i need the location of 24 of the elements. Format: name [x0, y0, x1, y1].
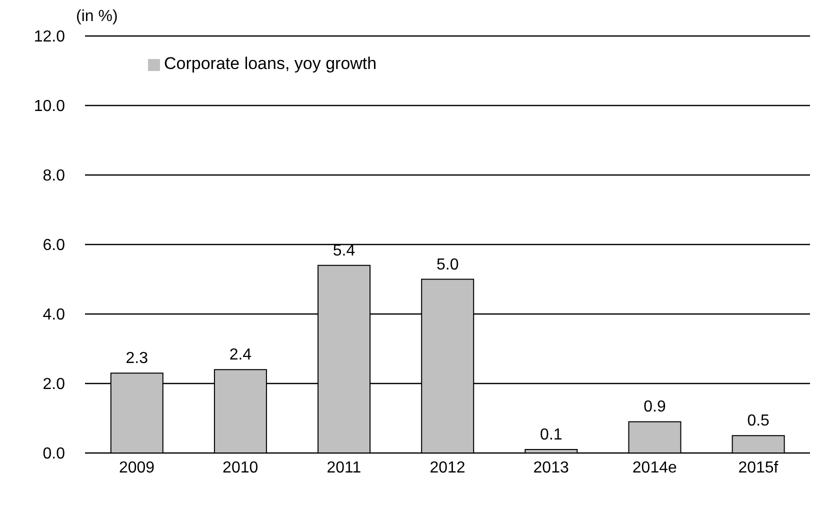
data-label: 2.4: [229, 346, 252, 364]
bar: [628, 421, 682, 453]
y-axis-title: (in %): [76, 8, 118, 26]
x-tick-label: 2010: [222, 459, 258, 476]
x-tick-label: 2013: [533, 459, 569, 476]
y-tick-label: 2.0: [42, 376, 66, 394]
x-tick-label: 2015f: [738, 459, 779, 476]
y-tick-label: 8.0: [42, 168, 66, 185]
legend-label: Corporate loans, yoy growth: [164, 54, 377, 73]
y-tick-label: 4.0: [42, 306, 66, 324]
data-label: 0.1: [540, 426, 562, 444]
x-tick-label: 2011: [326, 459, 362, 476]
bar: [732, 435, 785, 453]
x-tick-label: 2009: [118, 459, 155, 476]
data-label: 0.5: [747, 412, 770, 430]
y-tick-label: 10.0: [34, 98, 66, 116]
data-label: 2.3: [126, 350, 148, 368]
data-label: 5.0: [436, 256, 459, 274]
y-tick-label: 0.0: [42, 446, 66, 463]
data-label: 0.9: [644, 398, 666, 416]
x-tick-label: 2012: [430, 459, 466, 476]
y-tick-label: 12.0: [34, 28, 66, 46]
y-tick-label: 6.0: [42, 237, 66, 254]
x-tick-label: 2014e: [632, 459, 677, 476]
